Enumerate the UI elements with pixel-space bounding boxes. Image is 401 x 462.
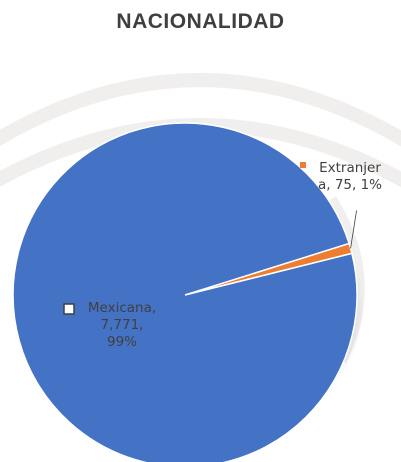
data-label-line: a, 75, 1% [318, 177, 382, 193]
chart-title: NACIONALIDAD [116, 10, 285, 33]
pie-slices [12, 122, 358, 462]
data-label-line: 99% [107, 334, 137, 350]
data-label-mexicana: Mexicana,7,771,99% [63, 300, 156, 350]
data-label-line: 7,771, [101, 317, 144, 333]
legend-key-mexicana [63, 303, 75, 315]
pie-slice-mexicana [12, 122, 358, 462]
leader-line-extranjera [350, 210, 357, 249]
data-label-line: Mexicana, [88, 300, 156, 316]
legend-key-extranjera [300, 162, 306, 168]
data-label-line: Extranjer [319, 160, 381, 176]
